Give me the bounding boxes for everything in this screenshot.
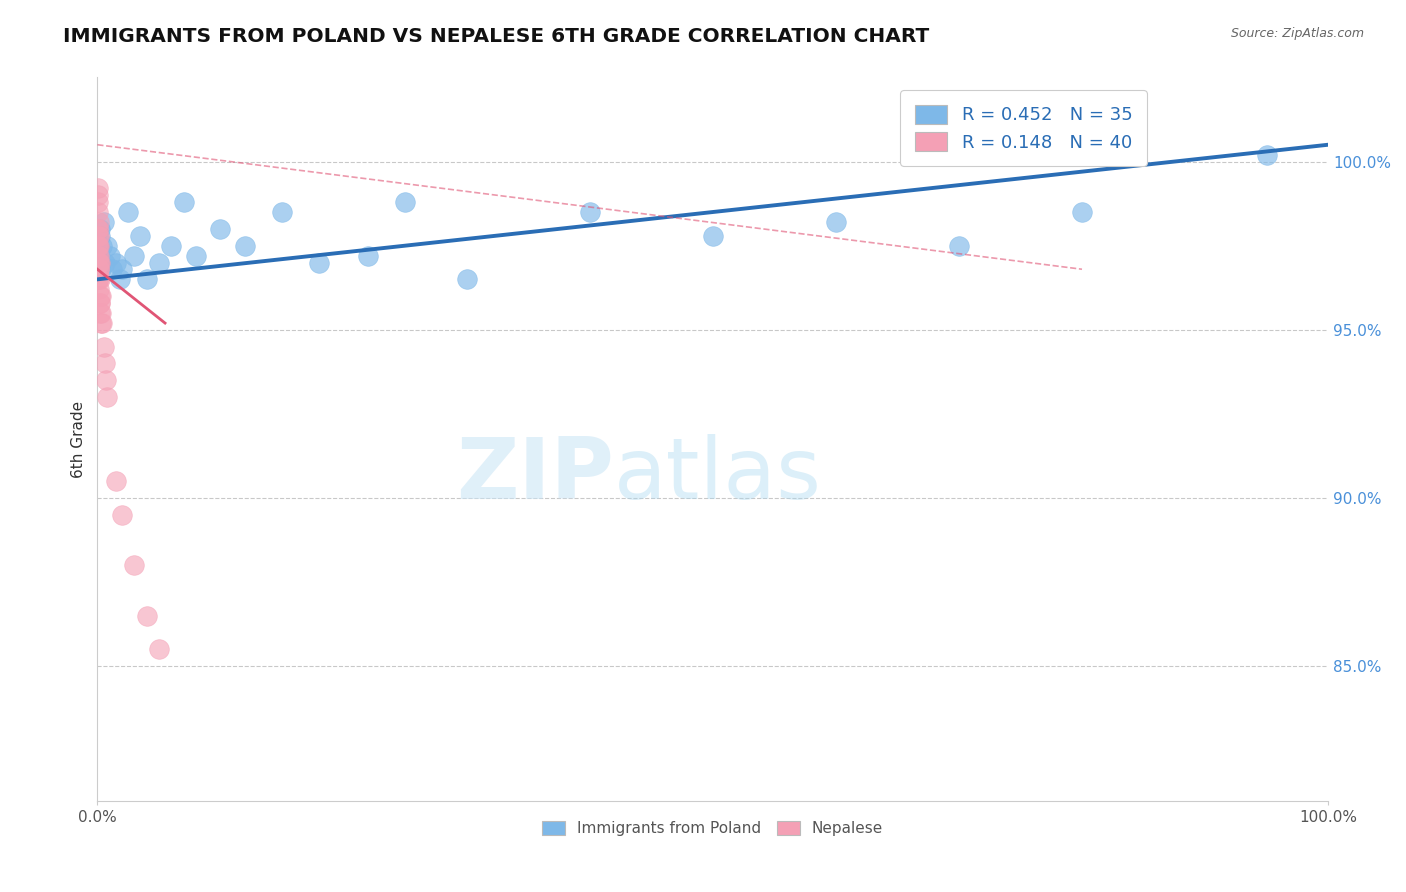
Point bbox=[271, 205, 294, 219]
Point bbox=[89, 222, 111, 236]
Point bbox=[111, 262, 134, 277]
Point bbox=[87, 188, 110, 202]
Point bbox=[87, 249, 110, 263]
Point bbox=[91, 238, 114, 252]
Point bbox=[89, 306, 111, 320]
Point bbox=[87, 272, 110, 286]
Point bbox=[1256, 148, 1278, 162]
Point bbox=[87, 255, 110, 269]
Point bbox=[129, 228, 152, 243]
Point bbox=[111, 508, 134, 522]
Point bbox=[209, 222, 232, 236]
Point bbox=[93, 340, 115, 354]
Point bbox=[96, 390, 118, 404]
Legend: Immigrants from Poland, Nepalese: Immigrants from Poland, Nepalese bbox=[534, 814, 891, 844]
Point bbox=[357, 249, 380, 263]
Point bbox=[702, 228, 724, 243]
Point bbox=[89, 255, 111, 269]
Point bbox=[394, 194, 416, 209]
Point bbox=[578, 205, 600, 219]
Point bbox=[89, 262, 111, 277]
Point bbox=[1071, 205, 1094, 219]
Point bbox=[135, 608, 157, 623]
Point bbox=[87, 228, 110, 243]
Point bbox=[90, 316, 112, 330]
Point bbox=[89, 272, 111, 286]
Text: atlas: atlas bbox=[614, 434, 823, 516]
Point bbox=[87, 222, 110, 236]
Point bbox=[124, 249, 146, 263]
Point bbox=[89, 255, 111, 269]
Point bbox=[96, 238, 118, 252]
Point bbox=[824, 215, 846, 229]
Point bbox=[98, 249, 121, 263]
Point bbox=[148, 642, 170, 657]
Point bbox=[87, 262, 110, 277]
Text: IMMIGRANTS FROM POLAND VS NEPALESE 6TH GRADE CORRELATION CHART: IMMIGRANTS FROM POLAND VS NEPALESE 6TH G… bbox=[63, 27, 929, 45]
Point bbox=[89, 296, 111, 310]
Point bbox=[456, 272, 478, 286]
Point bbox=[89, 282, 111, 296]
Point bbox=[93, 255, 115, 269]
Point bbox=[108, 272, 131, 286]
Point bbox=[89, 296, 111, 310]
Point bbox=[148, 255, 170, 269]
Point bbox=[948, 238, 970, 252]
Point bbox=[233, 238, 256, 252]
Point bbox=[90, 262, 112, 277]
Point bbox=[87, 205, 110, 219]
Point bbox=[87, 249, 110, 263]
Text: ZIP: ZIP bbox=[457, 434, 614, 516]
Point bbox=[89, 289, 111, 303]
Text: Source: ZipAtlas.com: Source: ZipAtlas.com bbox=[1230, 27, 1364, 40]
Point bbox=[117, 205, 139, 219]
Y-axis label: 6th Grade: 6th Grade bbox=[72, 401, 86, 478]
Point bbox=[101, 262, 124, 277]
Point bbox=[173, 194, 195, 209]
Point bbox=[86, 238, 108, 252]
Point bbox=[104, 474, 127, 488]
Point bbox=[90, 306, 112, 320]
Point bbox=[160, 238, 183, 252]
Point bbox=[90, 289, 112, 303]
Point bbox=[90, 316, 112, 330]
Point bbox=[94, 373, 117, 387]
Point bbox=[87, 249, 110, 263]
Point bbox=[184, 249, 207, 263]
Point bbox=[93, 215, 115, 229]
Point bbox=[89, 228, 111, 243]
Point bbox=[135, 272, 157, 286]
Point bbox=[87, 194, 110, 209]
Point bbox=[87, 181, 110, 195]
Point bbox=[89, 238, 111, 252]
Point bbox=[87, 222, 110, 236]
Point bbox=[104, 255, 127, 269]
Point bbox=[308, 255, 330, 269]
Point bbox=[124, 558, 146, 573]
Point bbox=[87, 238, 110, 252]
Point bbox=[87, 228, 110, 243]
Point bbox=[93, 356, 115, 370]
Point bbox=[87, 215, 110, 229]
Point bbox=[87, 272, 110, 286]
Point bbox=[89, 238, 111, 252]
